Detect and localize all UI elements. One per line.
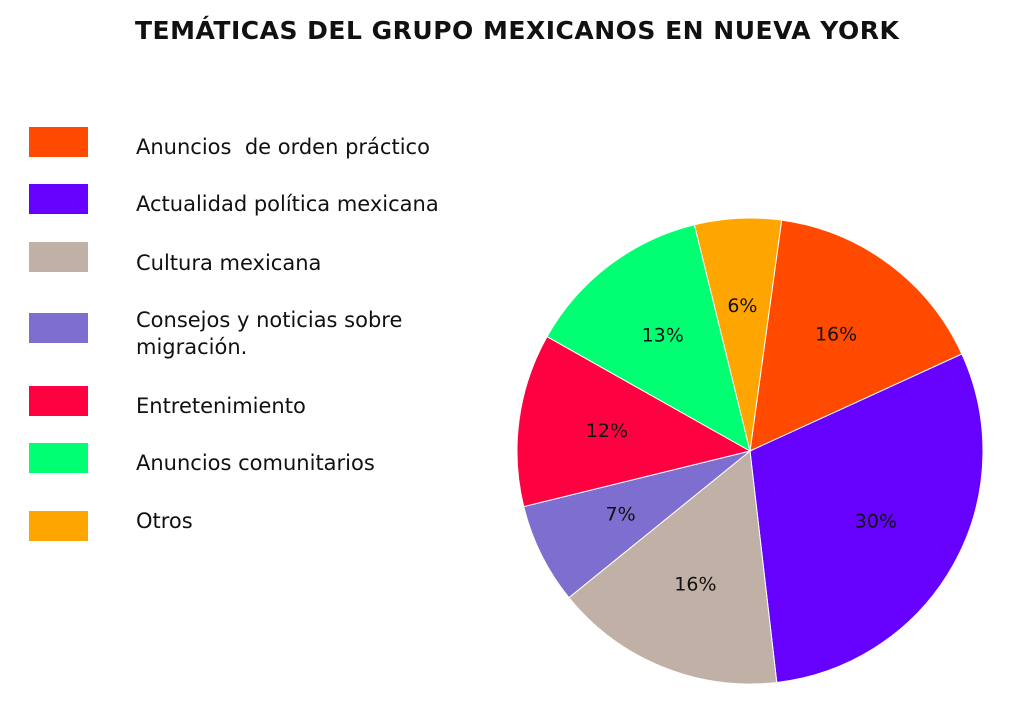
- slice-data-label: 12%: [586, 420, 628, 442]
- legend-label: Anuncios comunitarios: [136, 450, 496, 477]
- legend-label: Consejos y noticias sobre migración.: [136, 307, 496, 361]
- legend-swatch: [29, 443, 88, 473]
- slice-data-label: 16%: [674, 573, 716, 595]
- legend-swatch: [29, 242, 88, 272]
- slice-data-label: 7%: [606, 504, 636, 526]
- legend-swatch: [29, 184, 88, 214]
- legend-label-line: Actualidad política mexicana: [136, 192, 439, 216]
- legend-label-line: Anuncios comunitarios: [136, 451, 375, 475]
- slice-data-label: 13%: [642, 324, 684, 346]
- chart-title: TEMÁTICAS DEL GRUPO MEXICANOS EN NUEVA Y…: [135, 16, 900, 45]
- pie-slice: [516, 335, 752, 508]
- legend-label-line: Consejos y noticias sobre: [136, 308, 403, 332]
- legend: Anuncios de orden práctico Actualidad pol…: [0, 0, 500, 709]
- pie-slice: [749, 353, 984, 684]
- slice-data-label: 6%: [727, 295, 757, 317]
- legend-label: Otros: [136, 508, 496, 535]
- pie-slice: [568, 450, 778, 685]
- legend-label: Entretenimiento: [136, 393, 496, 420]
- pie-slice: [693, 217, 783, 452]
- legend-label: Actualidad política mexicana: [136, 191, 496, 218]
- legend-swatch: [29, 313, 88, 343]
- slice-data-label: 30%: [855, 510, 897, 532]
- slice-data-label: 16%: [815, 324, 857, 346]
- legend-label: Anuncios de orden práctico: [136, 134, 496, 161]
- legend-swatch: [29, 511, 88, 541]
- pie-slice: [523, 450, 751, 599]
- legend-swatch: [29, 127, 88, 157]
- legend-label-line: Otros: [136, 509, 193, 533]
- pie-slice: [546, 224, 751, 453]
- legend-swatch: [29, 386, 88, 416]
- legend-label: Cultura mexicana: [136, 250, 496, 277]
- legend-label-line: Anuncios de orden práctico: [136, 135, 430, 159]
- legend-label-line: migración.: [136, 335, 248, 359]
- legend-label-line: Entretenimiento: [136, 394, 306, 418]
- pie-slice: [749, 219, 963, 452]
- legend-label-line: Cultura mexicana: [136, 251, 322, 275]
